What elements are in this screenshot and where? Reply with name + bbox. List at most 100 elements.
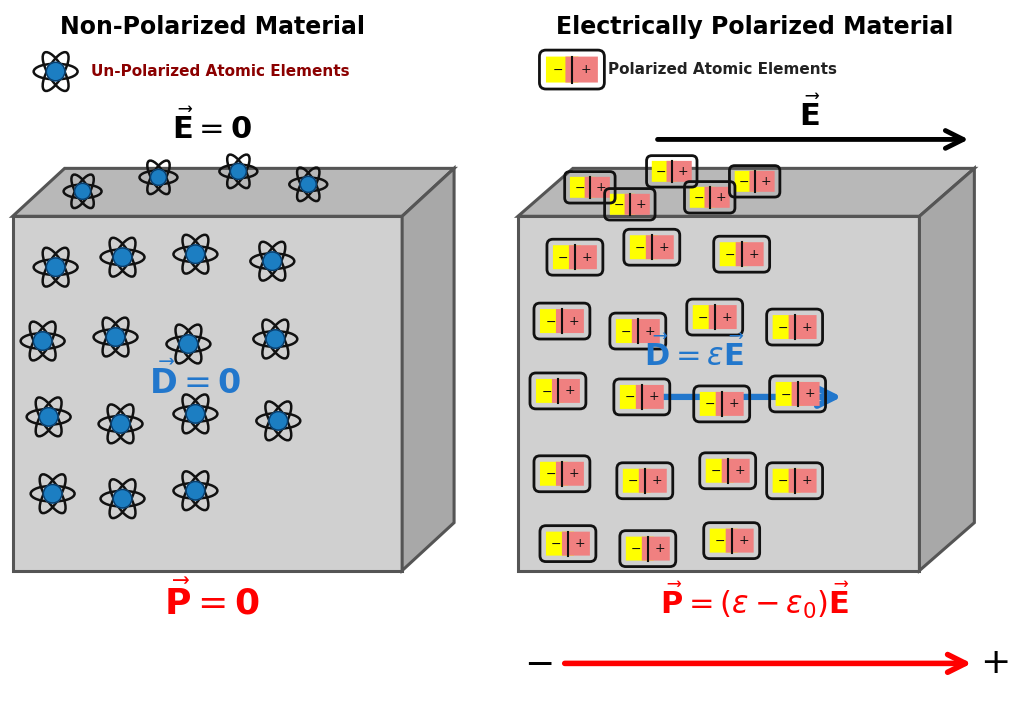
Text: $+$: $+$: [728, 398, 739, 411]
Text: $-$: $-$: [540, 384, 551, 398]
Circle shape: [47, 62, 65, 81]
Circle shape: [179, 335, 197, 353]
Polygon shape: [518, 168, 974, 216]
Text: $+$: $+$: [800, 320, 813, 333]
Text: $+$: $+$: [747, 247, 759, 261]
Circle shape: [113, 248, 132, 267]
FancyBboxPatch shape: [569, 245, 597, 269]
Circle shape: [113, 489, 132, 508]
Text: $-$: $-$: [631, 542, 642, 555]
Text: $\vec{\mathbf{E}} = \mathbf{0}$: $\vec{\mathbf{E}} = \mathbf{0}$: [173, 109, 252, 145]
Text: $\vec{\mathbf{E}}$: $\vec{\mathbf{E}}$: [798, 96, 821, 133]
Text: $+$: $+$: [800, 474, 813, 487]
Text: $-$: $-$: [620, 325, 632, 337]
Text: $+$: $+$: [803, 387, 815, 401]
FancyBboxPatch shape: [693, 305, 721, 329]
FancyBboxPatch shape: [788, 469, 817, 493]
Text: $-$: $-$: [694, 191, 705, 203]
Text: $-$: $-$: [550, 537, 561, 550]
FancyBboxPatch shape: [556, 309, 584, 333]
Polygon shape: [518, 216, 919, 571]
Text: $+$: $+$: [715, 191, 726, 203]
Text: $+$: $+$: [569, 315, 580, 328]
Text: $+$: $+$: [644, 325, 655, 337]
FancyBboxPatch shape: [788, 315, 817, 339]
Text: $\vec{\mathbf{P}} = \mathbf{0}$: $\vec{\mathbf{P}} = \mathbf{0}$: [165, 579, 260, 621]
Text: $+$: $+$: [651, 474, 662, 487]
FancyBboxPatch shape: [720, 242, 747, 266]
Text: $+$: $+$: [595, 181, 606, 194]
Text: $-$: $-$: [714, 534, 725, 547]
FancyBboxPatch shape: [622, 469, 651, 493]
FancyBboxPatch shape: [616, 319, 644, 343]
FancyBboxPatch shape: [639, 469, 667, 493]
Text: $-$: $-$: [777, 474, 788, 487]
FancyBboxPatch shape: [652, 161, 677, 182]
FancyBboxPatch shape: [562, 532, 590, 556]
Circle shape: [74, 184, 91, 199]
Circle shape: [40, 408, 58, 426]
Polygon shape: [12, 216, 402, 571]
Circle shape: [111, 415, 130, 433]
Text: $+$: $+$: [760, 175, 771, 188]
Text: $-$: $-$: [544, 315, 555, 328]
Circle shape: [266, 330, 285, 348]
Circle shape: [44, 484, 62, 503]
Text: $-$: $-$: [698, 311, 709, 323]
FancyBboxPatch shape: [619, 385, 648, 409]
Text: $\vec{\mathbf{D}} = \mathbf{0}$: $\vec{\mathbf{D}} = \mathbf{0}$: [149, 361, 242, 401]
FancyBboxPatch shape: [700, 392, 728, 416]
FancyBboxPatch shape: [630, 235, 658, 259]
FancyBboxPatch shape: [642, 537, 670, 561]
Text: $-$: $-$: [738, 175, 750, 188]
Text: Electrically Polarized Material: Electrically Polarized Material: [556, 15, 953, 39]
FancyBboxPatch shape: [690, 187, 715, 208]
Text: $\vec{\mathbf{D}} = \varepsilon\vec{\mathbf{E}}$: $\vec{\mathbf{D}} = \varepsilon\vec{\mat…: [644, 336, 745, 372]
Circle shape: [300, 177, 316, 192]
Text: $+$: $+$: [734, 464, 745, 477]
Text: $+$: $+$: [569, 467, 580, 480]
FancyBboxPatch shape: [705, 187, 730, 208]
FancyBboxPatch shape: [636, 385, 664, 409]
FancyBboxPatch shape: [735, 242, 764, 266]
Text: $-$: $-$: [613, 198, 624, 211]
FancyBboxPatch shape: [553, 245, 581, 269]
Text: $-$: $-$: [552, 63, 563, 76]
Circle shape: [186, 245, 204, 264]
FancyBboxPatch shape: [556, 462, 584, 486]
FancyBboxPatch shape: [734, 171, 760, 192]
Text: $-$: $-$: [780, 387, 791, 401]
Text: $+$: $+$: [575, 537, 586, 550]
Text: $+$: $+$: [677, 165, 689, 178]
FancyBboxPatch shape: [773, 469, 800, 493]
Text: $-$: $-$: [627, 474, 639, 487]
Text: $+$: $+$: [648, 391, 659, 403]
Text: $+$: $+$: [581, 63, 592, 76]
Text: $+$: $+$: [658, 241, 669, 254]
FancyBboxPatch shape: [709, 305, 736, 329]
FancyBboxPatch shape: [540, 462, 567, 486]
Text: $-$: $-$: [544, 467, 555, 480]
Circle shape: [107, 328, 125, 346]
FancyBboxPatch shape: [722, 459, 750, 483]
Text: $\vec{\mathbf{P}} = (\varepsilon - \varepsilon_0)\vec{\mathbf{E}}$: $\vec{\mathbf{P}} = (\varepsilon - \vare…: [660, 580, 850, 621]
FancyBboxPatch shape: [710, 529, 737, 552]
Text: $+$: $+$: [738, 534, 750, 547]
FancyBboxPatch shape: [773, 315, 800, 339]
FancyBboxPatch shape: [726, 529, 754, 552]
FancyBboxPatch shape: [536, 379, 563, 403]
FancyBboxPatch shape: [565, 57, 598, 82]
Text: Non-Polarized Material: Non-Polarized Material: [60, 15, 365, 39]
Text: $-$: $-$: [635, 241, 646, 254]
Circle shape: [34, 332, 52, 350]
Text: $-$: $-$: [624, 391, 636, 403]
FancyBboxPatch shape: [585, 177, 610, 198]
Text: $+$: $+$: [635, 198, 646, 211]
Text: $-$: $-$: [557, 251, 569, 264]
Polygon shape: [402, 168, 454, 571]
Text: $-$: $-$: [655, 165, 666, 178]
FancyBboxPatch shape: [750, 171, 775, 192]
FancyBboxPatch shape: [570, 177, 595, 198]
Polygon shape: [919, 168, 974, 571]
FancyBboxPatch shape: [625, 537, 654, 561]
